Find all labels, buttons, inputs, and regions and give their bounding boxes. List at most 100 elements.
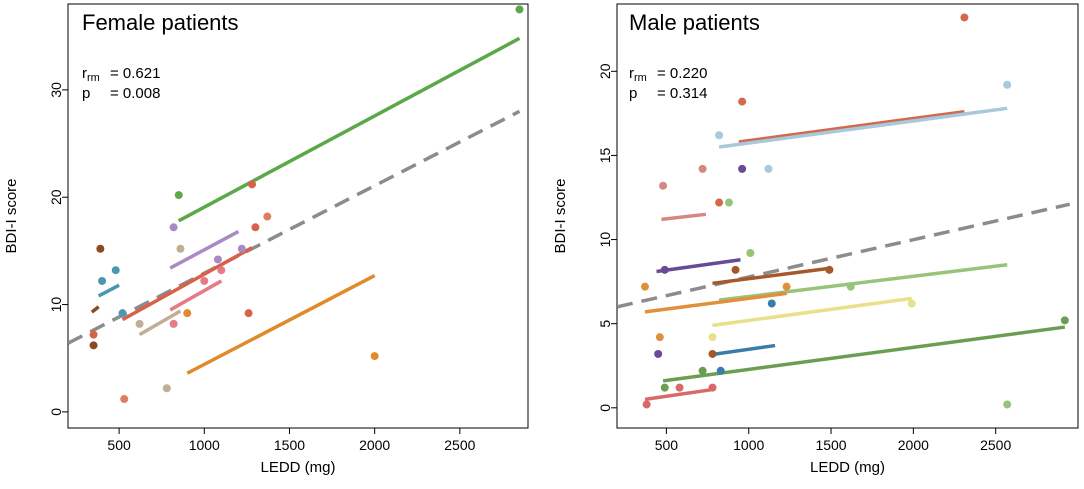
fit-line-violet	[656, 258, 741, 274]
data-point-pink	[217, 266, 226, 275]
data-point-violet	[660, 265, 669, 274]
x-axis-label: LEDD (mg)	[260, 459, 335, 476]
data-point-lightgreen	[846, 282, 855, 291]
data-point-brown	[89, 341, 98, 350]
data-point-lightblue	[764, 164, 773, 173]
overall-trend-line	[617, 202, 1071, 309]
data-point-yellow	[907, 299, 916, 308]
fit-line-tan	[138, 309, 182, 337]
x-axis-label: LEDD (mg)	[810, 459, 885, 476]
data-point-purple	[213, 255, 222, 264]
fit-line-brown	[90, 305, 100, 314]
chart-title: Female patients	[82, 10, 239, 35]
y-axis-label: BDI-I score	[552, 178, 569, 253]
fit-line-darkgreen	[662, 325, 1066, 383]
data-point-coral	[120, 395, 129, 404]
data-point-red	[89, 330, 98, 339]
fit-line-rose	[661, 212, 707, 222]
data-point-red	[244, 309, 253, 318]
data-point-brown	[708, 349, 717, 358]
x-tick-label: 2500	[444, 437, 475, 453]
data-point-red	[251, 223, 260, 232]
plot-frame	[67, 3, 529, 429]
fit-line-orange	[186, 274, 376, 375]
chart-panel-male: 500 1000 1500 2000 2500 0 5 10 15 20 LEDD (mg) BDI-…	[552, 3, 1079, 476]
fit-line-lightblue	[718, 106, 1008, 149]
data-point-purple	[169, 223, 178, 232]
data-point-violet	[738, 164, 747, 173]
data-point-green	[515, 5, 524, 14]
x-tick-label: 1500	[274, 437, 305, 453]
plot-area	[617, 13, 1071, 409]
data-point-blue	[767, 299, 776, 308]
fit-line-teal	[97, 283, 120, 298]
fit-line-redpink	[644, 387, 715, 402]
data-point-yellow	[708, 333, 717, 342]
data-point-pink	[169, 319, 178, 328]
x-tick-label: 1500	[815, 437, 846, 453]
x-tick-label: 500	[655, 437, 679, 453]
data-point-orange	[183, 309, 192, 318]
data-point-teal	[118, 309, 127, 318]
data-point-coral	[263, 212, 272, 221]
x-tick-label: 2000	[898, 437, 929, 453]
x-tick-label: 1000	[733, 437, 764, 453]
fit-line-sienna	[738, 109, 965, 144]
y-tick-label: 20	[597, 63, 613, 79]
data-point-rose	[659, 181, 668, 190]
r-statistic: rrm = 0.220	[629, 65, 707, 84]
y-axis-label: BDI-I score	[3, 178, 20, 253]
y-tick-label: 10	[597, 232, 613, 248]
data-point-lightgreen	[746, 249, 755, 258]
data-point-brown	[825, 265, 834, 274]
fit-line-brown	[712, 266, 832, 286]
data-point-red	[248, 180, 256, 189]
fit-line-green	[177, 36, 521, 223]
data-point-orange	[655, 333, 664, 342]
y-tick-label: 0	[48, 408, 64, 416]
fit-line-blue	[715, 343, 776, 356]
data-point-orange	[370, 352, 379, 361]
p-statistic: p = 0.314	[629, 85, 707, 102]
data-point-redpink	[642, 400, 651, 409]
plot-area	[68, 5, 524, 404]
chart-title: Male patients	[629, 10, 760, 35]
chart-panel-female: 500 1000 1500 2000 2500 0 10 20 30 LEDD (mg) BDI-I…	[3, 3, 529, 476]
data-point-orange	[782, 282, 791, 291]
y-tick-label: 15	[597, 147, 613, 163]
data-point-teal	[111, 266, 120, 275]
data-point-redpink	[675, 383, 684, 392]
y-tick-label: 0	[597, 404, 613, 412]
fit-line-orange	[644, 291, 787, 314]
data-point-lightblue	[1003, 80, 1012, 89]
data-point-sienna	[738, 97, 747, 106]
y-tick-label: 5	[597, 320, 613, 328]
data-point-lightgreen	[1003, 400, 1012, 409]
data-point-teal	[98, 276, 107, 285]
data-point-orange	[640, 282, 649, 291]
data-point-rose	[698, 164, 707, 173]
data-point-darkgreen	[1060, 316, 1069, 325]
overall-trend-line	[68, 109, 521, 345]
plot-frame	[616, 3, 1079, 429]
data-point-blue	[716, 366, 725, 375]
data-point-brown	[731, 265, 740, 274]
data-point-pink	[200, 276, 209, 285]
x-tick-label: 2500	[980, 437, 1011, 453]
data-point-green	[174, 191, 183, 200]
y-tick-label: 10	[48, 297, 64, 313]
data-point-tan	[176, 244, 185, 253]
y-tick-label: 20	[48, 189, 64, 205]
fit-line-yellow	[712, 296, 912, 328]
r-statistic: rrm = 0.621	[82, 65, 160, 84]
data-point-brown	[96, 244, 105, 253]
data-point-darkgreen	[698, 366, 707, 375]
data-point-tan	[162, 384, 171, 393]
fit-line-pink	[169, 279, 223, 312]
data-point-sienna	[715, 198, 724, 207]
x-tick-label: 500	[107, 437, 131, 453]
data-point-purple	[237, 244, 246, 253]
p-statistic: p = 0.008	[82, 85, 160, 102]
y-tick-label: 30	[48, 82, 64, 98]
